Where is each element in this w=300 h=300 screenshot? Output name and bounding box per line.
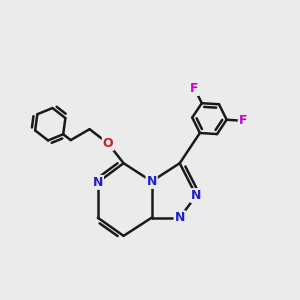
Text: N: N [146, 175, 157, 188]
Text: N: N [191, 189, 201, 202]
Text: N: N [93, 176, 103, 189]
Text: F: F [239, 114, 247, 127]
Text: N: N [175, 211, 185, 224]
Text: O: O [103, 137, 113, 150]
Text: F: F [190, 82, 199, 95]
